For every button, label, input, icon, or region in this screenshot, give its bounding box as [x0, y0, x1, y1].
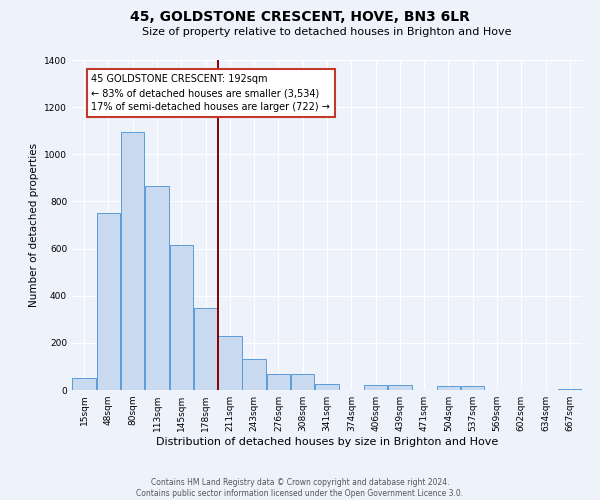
Bar — [558, 389, 581, 390]
Text: Contains HM Land Registry data © Crown copyright and database right 2024.
Contai: Contains HM Land Registry data © Crown c… — [136, 478, 464, 498]
Title: Size of property relative to detached houses in Brighton and Hove: Size of property relative to detached ho… — [142, 27, 512, 37]
Bar — [145, 186, 169, 390]
Bar — [121, 132, 145, 390]
Text: 45 GOLDSTONE CRESCENT: 192sqm
← 83% of detached houses are smaller (3,534)
17% o: 45 GOLDSTONE CRESCENT: 192sqm ← 83% of d… — [91, 74, 331, 112]
Bar — [194, 308, 217, 390]
Bar — [364, 386, 388, 390]
X-axis label: Distribution of detached houses by size in Brighton and Hove: Distribution of detached houses by size … — [156, 437, 498, 447]
Bar — [218, 336, 242, 390]
Bar — [461, 386, 484, 390]
Text: 45, GOLDSTONE CRESCENT, HOVE, BN3 6LR: 45, GOLDSTONE CRESCENT, HOVE, BN3 6LR — [130, 10, 470, 24]
Bar — [242, 360, 266, 390]
Y-axis label: Number of detached properties: Number of detached properties — [29, 143, 38, 307]
Bar — [315, 384, 339, 390]
Bar — [291, 374, 314, 390]
Bar — [266, 374, 290, 390]
Bar — [388, 386, 412, 390]
Bar — [97, 213, 120, 390]
Bar — [437, 386, 460, 390]
Bar — [170, 245, 193, 390]
Bar — [73, 378, 96, 390]
